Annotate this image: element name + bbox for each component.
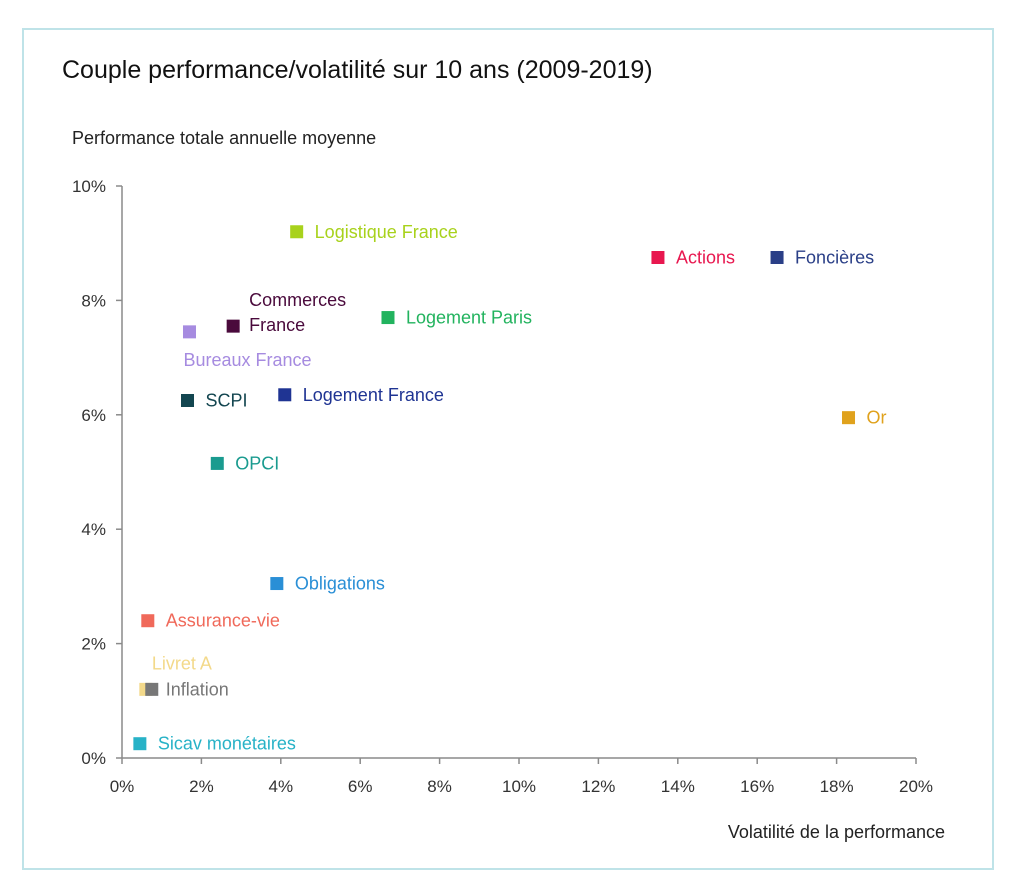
x-tick-label: 0% (110, 777, 135, 796)
x-tick-label: 8% (427, 777, 452, 796)
point-logement-paris (381, 311, 395, 325)
point-label-logement-france: Logement France (303, 385, 444, 405)
point-label-logistique-france: Logistique France (315, 222, 458, 242)
point-label-bureaux-france: Bureaux France (183, 350, 311, 370)
point-label-livret-a: Livret A (152, 653, 212, 673)
point-label-assurance-vie: Assurance-vie (166, 611, 280, 631)
x-tick-label: 10% (502, 777, 536, 796)
point-logement-france (278, 388, 292, 402)
y-tick-label: 8% (81, 291, 106, 310)
point-sicav-monetaires (133, 737, 147, 751)
x-axis-label: Volatilité de la performance (728, 822, 945, 842)
point-commerces-france (226, 319, 240, 333)
point-assurance-vie (141, 614, 155, 628)
point-label-logement-paris: Logement Paris (406, 308, 532, 328)
point-logistique-france (290, 225, 304, 239)
point-label-sicav-monetaires: Sicav monétaires (158, 734, 296, 754)
point-bureaux-france (182, 325, 196, 339)
x-tick-label: 4% (269, 777, 294, 796)
point-obligations (270, 577, 284, 591)
y-tick-label: 4% (81, 520, 106, 539)
point-label-foncieres: Foncières (795, 248, 874, 268)
x-tick-label: 2% (189, 777, 214, 796)
point-scpi (181, 394, 195, 407)
chart-title: Couple performance/volatilité sur 10 ans… (62, 56, 653, 84)
point-label-commerces-france: Commerces France (249, 290, 346, 335)
y-tick-label: 6% (81, 406, 106, 425)
point-opci (210, 456, 224, 470)
point-label-scpi: SCPI (206, 391, 248, 411)
y-axis-label: Performance totale annuelle moyenne (72, 128, 376, 148)
x-tick-label: 16% (740, 777, 774, 796)
point-label-actions: Actions (676, 248, 735, 268)
point-or (842, 411, 856, 425)
y-tick-label: 0% (81, 749, 106, 768)
point-actions (651, 251, 665, 264)
point-inflation (145, 682, 159, 696)
x-tick-label: 20% (899, 777, 933, 796)
y-tick-label: 10% (72, 177, 106, 196)
x-tick-label: 18% (820, 777, 854, 796)
y-tick-label: 2% (81, 635, 106, 654)
point-foncieres (770, 251, 784, 264)
x-tick-label: 14% (661, 777, 695, 796)
point-label-inflation: Inflation (166, 679, 229, 699)
point-label-opci: OPCI (235, 453, 279, 473)
chart-frame (22, 28, 994, 870)
x-tick-label: 6% (348, 777, 373, 796)
x-tick-label: 12% (581, 777, 615, 796)
point-label-or: Or (867, 408, 887, 428)
point-label-obligations: Obligations (295, 574, 385, 594)
